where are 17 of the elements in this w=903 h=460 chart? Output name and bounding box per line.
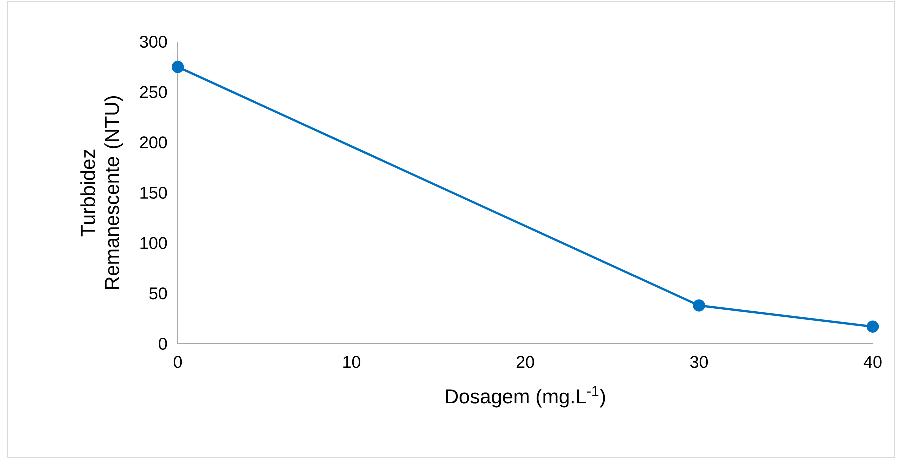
point (693, 300, 706, 312)
y-tick-label: 250 (140, 86, 168, 98)
x-tick-label: 30 (690, 356, 708, 368)
y-tick-label: 50 (150, 288, 168, 300)
y-tick-label: 300 (140, 36, 168, 48)
point (866, 320, 880, 333)
point (172, 61, 184, 74)
x-axis-title: Dosagem (mg.L$^{-1}$) (446, 386, 606, 408)
x-tick-label: 40 (864, 356, 882, 368)
x-tick-label: 0 (174, 356, 182, 368)
y-tick-label: 0 (159, 338, 168, 350)
y-tick-label: 100 (140, 237, 168, 250)
y-axis-title: Turbbidez Remanescente (NTU) (80, 96, 124, 290)
x-tick-label: 10 (344, 356, 361, 368)
x-tick-label: 20 (516, 356, 534, 368)
y-tick-label: 150 (140, 186, 168, 200)
y-tick-label: 200 (140, 136, 168, 149)
